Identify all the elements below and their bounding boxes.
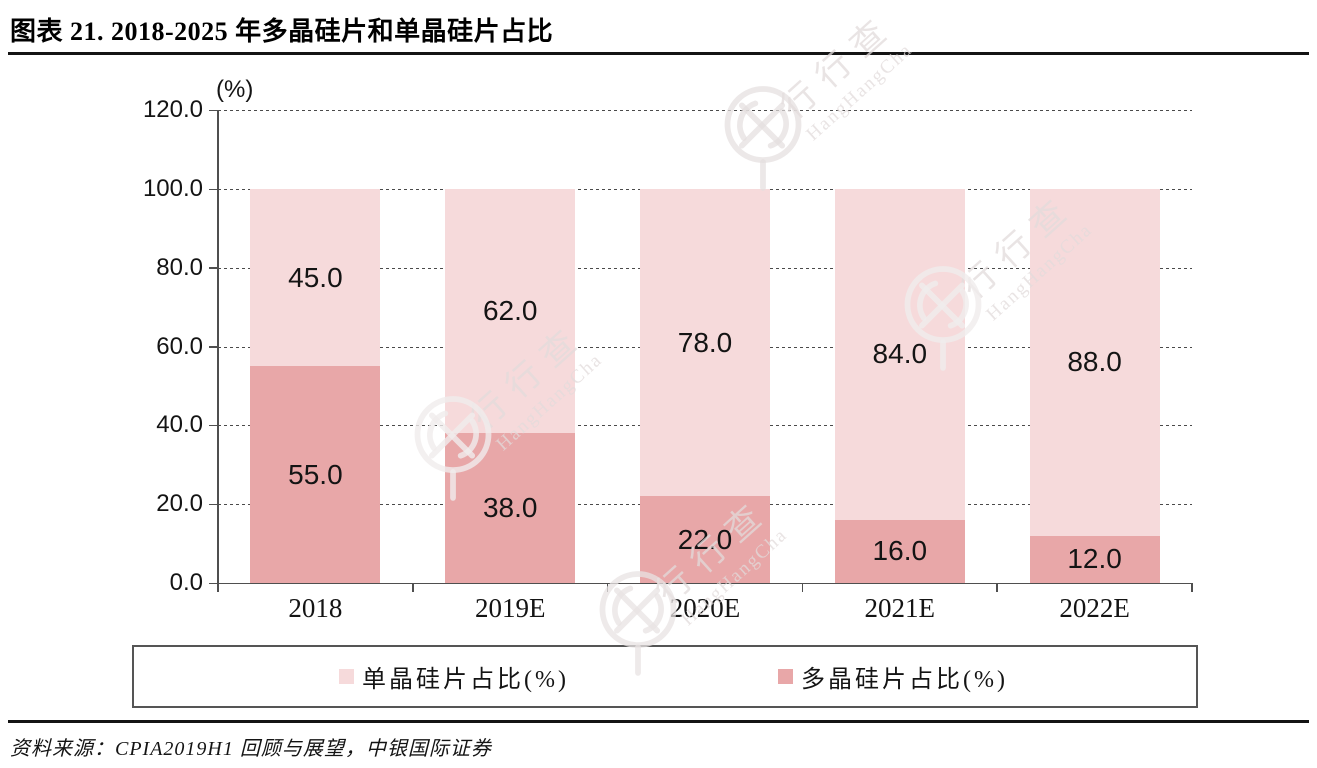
- x-axis-category-label: 2019E: [474, 593, 546, 623]
- x-axis-tick: [1191, 583, 1193, 592]
- y-axis-tick: [209, 188, 218, 190]
- chart-legend: 单晶硅片占比(%) 多晶硅片占比(%): [132, 645, 1198, 708]
- x-axis-tick: [801, 583, 804, 592]
- legend-item: 单晶硅片占比(%): [339, 647, 569, 706]
- x-axis-tick: [606, 583, 609, 592]
- y-axis-tick-label: 100.0: [142, 175, 203, 202]
- y-axis-unit-label: (%): [216, 76, 254, 103]
- y-axis-tick: [209, 424, 218, 427]
- y-axis-line: [217, 110, 219, 583]
- source-note: 资料来源：CPIA2019H1 回顾与展望，中银国际证券: [10, 738, 492, 760]
- figure-title: 图表 21. 2018-2025 年多晶硅片和单晶硅片占比: [10, 17, 554, 46]
- x-axis-category-label: 2022E: [1059, 593, 1130, 623]
- bar-value-label: 84.0: [872, 338, 928, 370]
- bar-segment-poly: [250, 366, 381, 583]
- bar-value-label: 16.0: [872, 535, 928, 567]
- legend-item: 多晶硅片占比(%): [778, 647, 1008, 706]
- bar-value-label: 62.0: [482, 295, 538, 327]
- y-axis-tick: [209, 109, 218, 112]
- bar-segment-mono: [250, 189, 381, 367]
- bar-value-label: 38.0: [482, 492, 538, 524]
- y-axis-tick: [209, 267, 218, 269]
- x-axis-tick: [217, 583, 219, 592]
- legend-label: 多晶硅片占比(%): [801, 667, 1008, 693]
- bar-segment-poly: [834, 519, 965, 583]
- bar-value-label: 88.0: [1067, 346, 1122, 378]
- y-axis-tick-label: 120.0: [142, 96, 203, 124]
- gridline: [218, 110, 1192, 112]
- y-axis-tick-label: 60.0: [156, 332, 203, 360]
- bar-segment-poly: [1029, 535, 1160, 583]
- bar-segment-mono: [1029, 189, 1160, 536]
- title-divider: [8, 52, 1309, 55]
- bar-value-label: 55.0: [288, 458, 343, 490]
- footer-divider: [8, 720, 1309, 723]
- bar-value-label: 45.0: [288, 261, 343, 293]
- bar-segment-mono: [445, 189, 576, 434]
- y-axis-tick: [209, 503, 218, 506]
- bar-value-label: 12.0: [1067, 543, 1122, 575]
- legend-swatch: [778, 669, 793, 684]
- bar-segment-mono: [640, 189, 770, 497]
- y-axis-tick-label: 40.0: [156, 411, 203, 439]
- x-axis-category-label: 2021E: [864, 593, 936, 623]
- y-axis-tick-label: 80.0: [156, 253, 203, 281]
- bar-value-label: 22.0: [677, 523, 733, 555]
- y-axis-tick-label: 0.0: [169, 569, 203, 596]
- x-axis-category-label: 2018: [288, 593, 343, 623]
- x-axis-category-label: 2020E: [669, 593, 741, 623]
- bar-segment-poly: [640, 496, 770, 583]
- bar-value-label: 78.0: [677, 326, 733, 358]
- y-axis-tick: [209, 346, 218, 348]
- y-axis-tick-label: 20.0: [156, 490, 203, 518]
- legend-swatch: [339, 669, 354, 684]
- legend-label: 单晶硅片占比(%): [362, 667, 569, 693]
- x-axis-tick: [996, 583, 998, 592]
- x-axis-line: [209, 582, 1192, 584]
- x-axis-tick: [412, 583, 414, 592]
